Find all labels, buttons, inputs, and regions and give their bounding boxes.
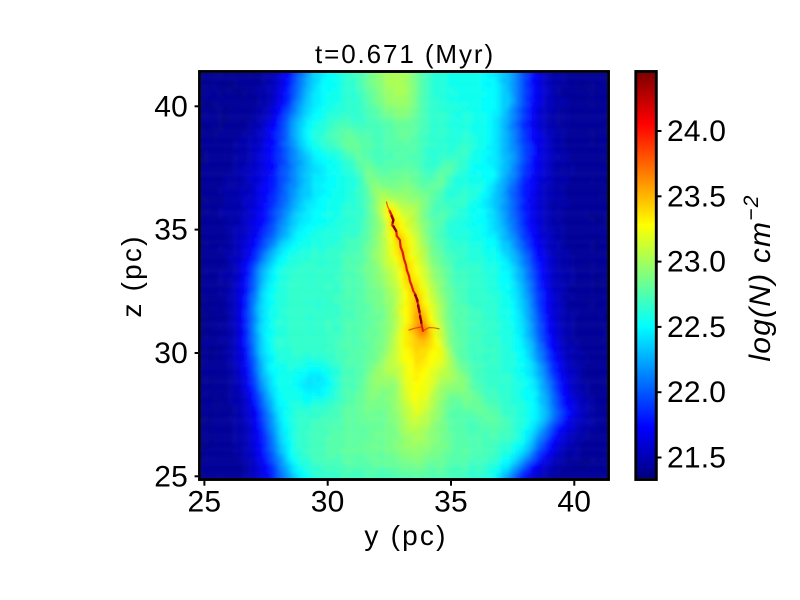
svg-text:30: 30 (154, 337, 188, 370)
svg-text:25: 25 (154, 460, 188, 493)
svg-text:23.5: 23.5 (667, 180, 726, 213)
svg-text:22.5: 22.5 (667, 311, 726, 344)
svg-text:z (pc): z (pc) (116, 234, 147, 317)
svg-text:t=0.671 (Myr): t=0.671 (Myr) (315, 39, 495, 69)
svg-text:35: 35 (154, 214, 188, 247)
svg-text:30: 30 (311, 486, 345, 519)
svg-text:24.0: 24.0 (667, 115, 726, 148)
svg-text:22.0: 22.0 (667, 376, 726, 409)
svg-text:40: 40 (154, 90, 188, 123)
svg-text:log(N) cm−2: log(N) cm−2 (740, 194, 777, 361)
svg-text:35: 35 (434, 486, 468, 519)
svg-text:25: 25 (188, 486, 222, 519)
svg-text:21.5: 21.5 (667, 442, 726, 475)
svg-text:y (pc): y (pc) (364, 520, 447, 551)
svg-text:40: 40 (557, 486, 591, 519)
svg-text:23.0: 23.0 (667, 246, 726, 279)
